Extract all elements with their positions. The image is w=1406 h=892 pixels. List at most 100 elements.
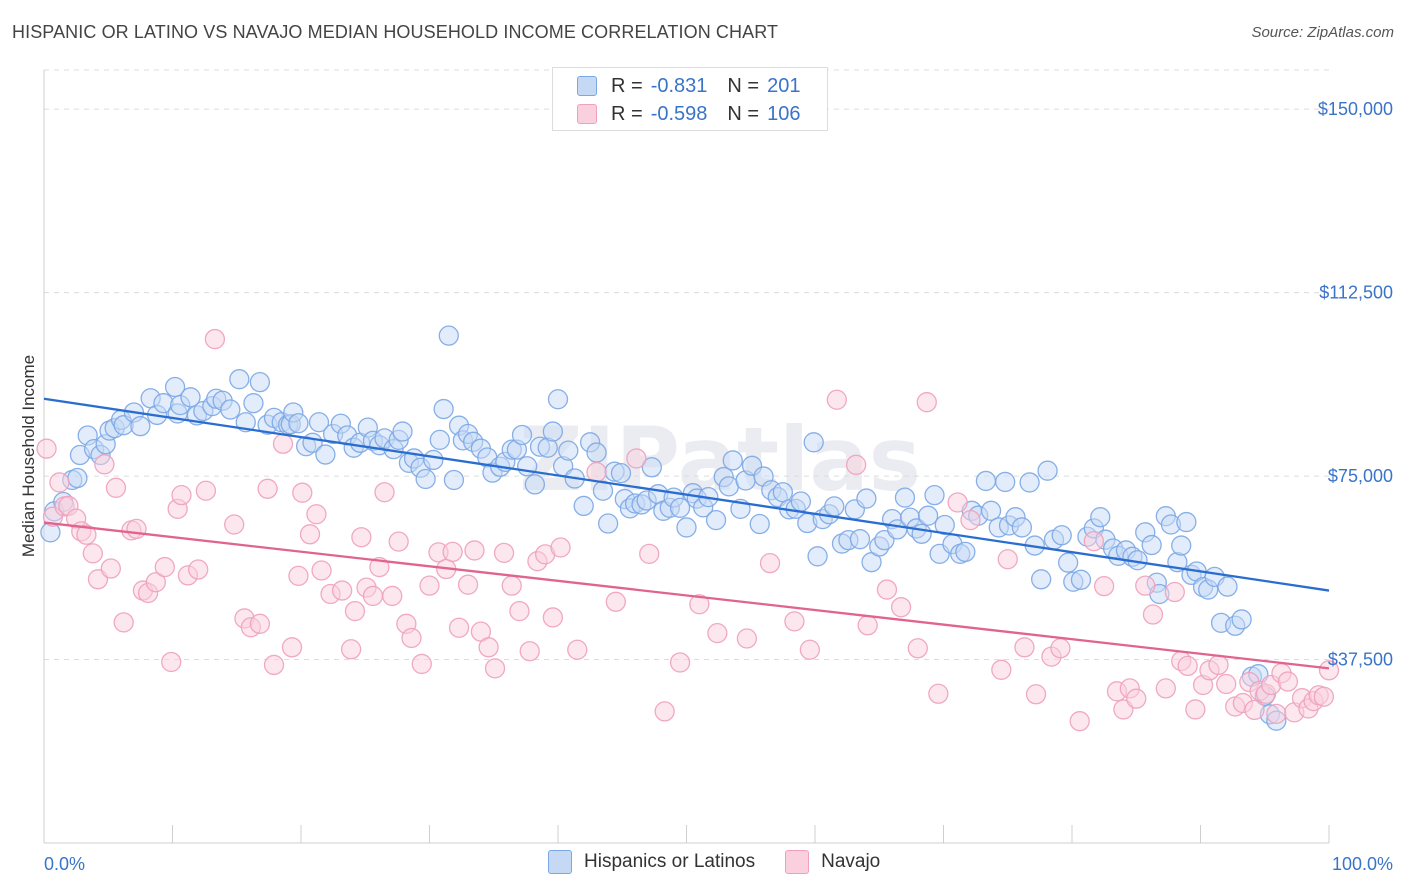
point-hispanic <box>429 429 450 451</box>
point-navajo <box>263 654 285 676</box>
point-hispanic <box>849 529 871 550</box>
point-hispanic <box>229 369 250 390</box>
point-hispanic <box>669 497 691 519</box>
correlation-legend: R = -0.831 N = 201 R = -0.598 N = 106 <box>552 67 828 131</box>
point-navajo <box>1164 581 1185 603</box>
trend-lines <box>43 397 1330 670</box>
point-navajo <box>876 579 898 600</box>
point-hispanic <box>288 413 309 434</box>
point-navajo <box>369 556 390 578</box>
point-navajo <box>960 509 981 531</box>
point-navajo <box>374 482 395 503</box>
point-navajo <box>1277 671 1299 692</box>
legend-row-navajo: R = -0.598 N = 106 <box>577 101 800 127</box>
point-hispanic <box>1217 576 1238 597</box>
gridlines <box>44 69 1329 661</box>
y-axis-label: Median Household Income <box>19 355 38 557</box>
point-navajo <box>82 543 103 564</box>
point-navajo <box>311 560 332 581</box>
point-navajo <box>1142 604 1164 625</box>
point-navajo <box>478 637 499 658</box>
point-navajo <box>689 594 710 615</box>
point-navajo <box>1083 530 1104 552</box>
point-hispanic <box>308 412 330 433</box>
series-legend: Hispanics or Latinos Navajo <box>548 850 910 874</box>
point-hispanic <box>511 424 533 446</box>
legend-n-value: 201 <box>767 74 801 97</box>
point-navajo <box>1135 575 1156 596</box>
point-navajo <box>204 328 226 350</box>
point-hispanic <box>803 432 824 453</box>
point-navajo <box>509 600 530 622</box>
point-hispanic <box>524 474 546 495</box>
point-navajo <box>501 575 522 596</box>
point-navajo <box>257 478 278 499</box>
legend-r-value: -0.598 <box>650 102 708 125</box>
point-navajo <box>736 628 758 649</box>
point-navajo <box>188 559 209 580</box>
point-hispanic <box>243 393 264 414</box>
point-hispanic <box>438 325 459 346</box>
series-label-hispanic: Hispanics or Latinos <box>584 851 756 872</box>
point-navajo <box>351 527 372 548</box>
y-tick-label: $37,500 <box>1328 650 1393 670</box>
point-navajo <box>1014 637 1035 658</box>
point-navajo <box>299 524 321 545</box>
point-navajo <box>1216 673 1237 695</box>
point-hispanic <box>1070 569 1092 590</box>
point-hispanic <box>315 444 336 465</box>
point-navajo <box>826 389 847 410</box>
point-navajo <box>105 477 127 498</box>
point-hispanic <box>676 517 697 538</box>
point-hispanic <box>1011 517 1033 538</box>
y-tick-label: $150,000 <box>1318 99 1393 119</box>
point-navajo <box>550 537 571 558</box>
point-navajo <box>928 683 949 704</box>
legend-n-label: N = <box>727 74 760 97</box>
point-navajo <box>1069 711 1090 732</box>
point-navajo <box>1266 703 1287 724</box>
point-navajo <box>519 641 540 662</box>
point-navajo <box>997 549 1018 570</box>
series-legend-hispanic: Hispanics or Latinos <box>548 850 755 874</box>
point-hispanic <box>924 484 945 506</box>
y-tick-label: $75,000 <box>1328 466 1393 486</box>
point-navajo <box>1050 638 1071 659</box>
point-navajo <box>288 565 309 587</box>
point-navajo <box>161 651 182 673</box>
point-hispanic <box>423 449 444 471</box>
point-hispanic <box>220 399 241 420</box>
point-navajo <box>113 612 134 633</box>
point-navajo <box>49 472 70 493</box>
point-hispanic <box>1171 535 1192 556</box>
point-hispanic <box>415 468 436 490</box>
point-hispanic <box>1037 460 1058 481</box>
legend-n-value: 106 <box>767 102 801 125</box>
point-hispanic <box>934 514 955 536</box>
point-navajo <box>401 627 422 649</box>
point-hispanic <box>586 442 607 463</box>
point-navajo <box>224 514 245 535</box>
point-navajo <box>890 597 912 618</box>
point-hispanic <box>705 509 727 531</box>
point-hispanic <box>824 496 845 517</box>
point-navajo <box>605 591 626 612</box>
legend-row-hispanic: R = -0.831 N = 201 <box>577 73 800 99</box>
point-navajo <box>76 524 97 545</box>
point-navajo <box>669 652 691 673</box>
point-navajo <box>340 639 362 660</box>
point-hispanic <box>722 450 743 471</box>
trend-line-navajo <box>43 521 1330 670</box>
point-navajo <box>907 638 928 659</box>
point-navajo <box>195 480 217 501</box>
legend-r-label: R = <box>611 74 643 97</box>
point-navajo <box>362 585 384 607</box>
point-hispanic <box>1231 609 1252 630</box>
point-navajo <box>1185 699 1206 720</box>
point-navajo <box>845 454 867 475</box>
point-navajo <box>419 575 440 596</box>
source-label: Source: ZipAtlas.com <box>1251 24 1394 41</box>
point-hispanic <box>573 495 594 517</box>
point-hispanic <box>597 513 619 534</box>
